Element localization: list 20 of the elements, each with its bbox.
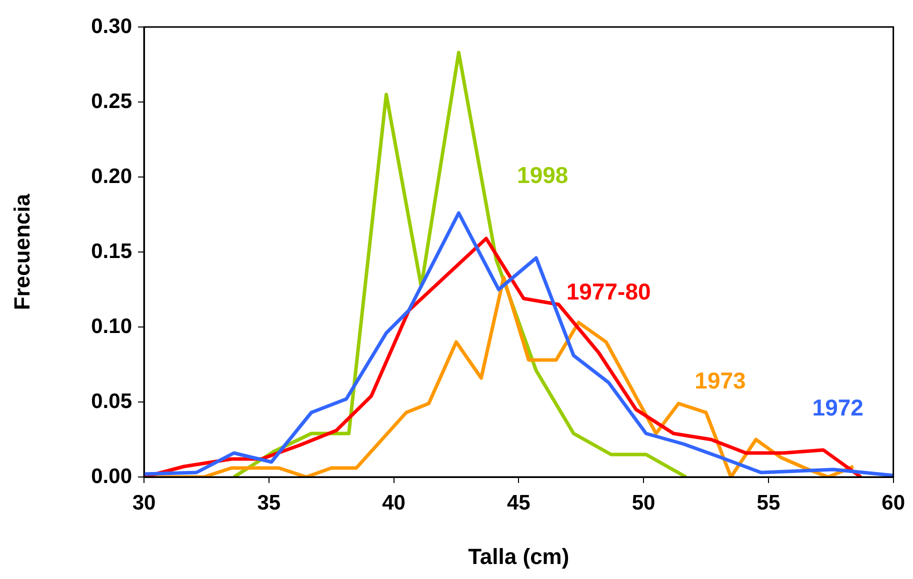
y-tick-label: 0.00 bbox=[91, 464, 132, 488]
x-tick-label: 30 bbox=[132, 491, 156, 514]
x-tick-label: 40 bbox=[382, 491, 406, 514]
x-tick-label: 55 bbox=[756, 491, 780, 514]
series-label: 1998 bbox=[517, 162, 568, 188]
x-tick-label: 50 bbox=[632, 491, 656, 514]
y-tick-label: 0.25 bbox=[91, 90, 132, 113]
y-tick-label: 0.30 bbox=[91, 14, 132, 38]
x-tick-label: 60 bbox=[882, 491, 905, 514]
x-axis-title: Talla (cm) bbox=[468, 544, 570, 569]
y-tick-label: 0.15 bbox=[91, 240, 132, 263]
y-tick-label: 0.10 bbox=[91, 314, 132, 338]
text: 1972 bbox=[812, 394, 864, 420]
series-label: 1973 bbox=[694, 367, 746, 394]
series-label: 1977-80 bbox=[566, 278, 651, 304]
x-tick-label: 45 bbox=[506, 491, 531, 514]
y-tick-label: 0.20 bbox=[91, 164, 132, 188]
y-axis-title: Frecuencia bbox=[9, 193, 34, 310]
x-tick-label: 35 bbox=[257, 491, 281, 514]
y-tick-label: 0.05 bbox=[91, 390, 132, 413]
